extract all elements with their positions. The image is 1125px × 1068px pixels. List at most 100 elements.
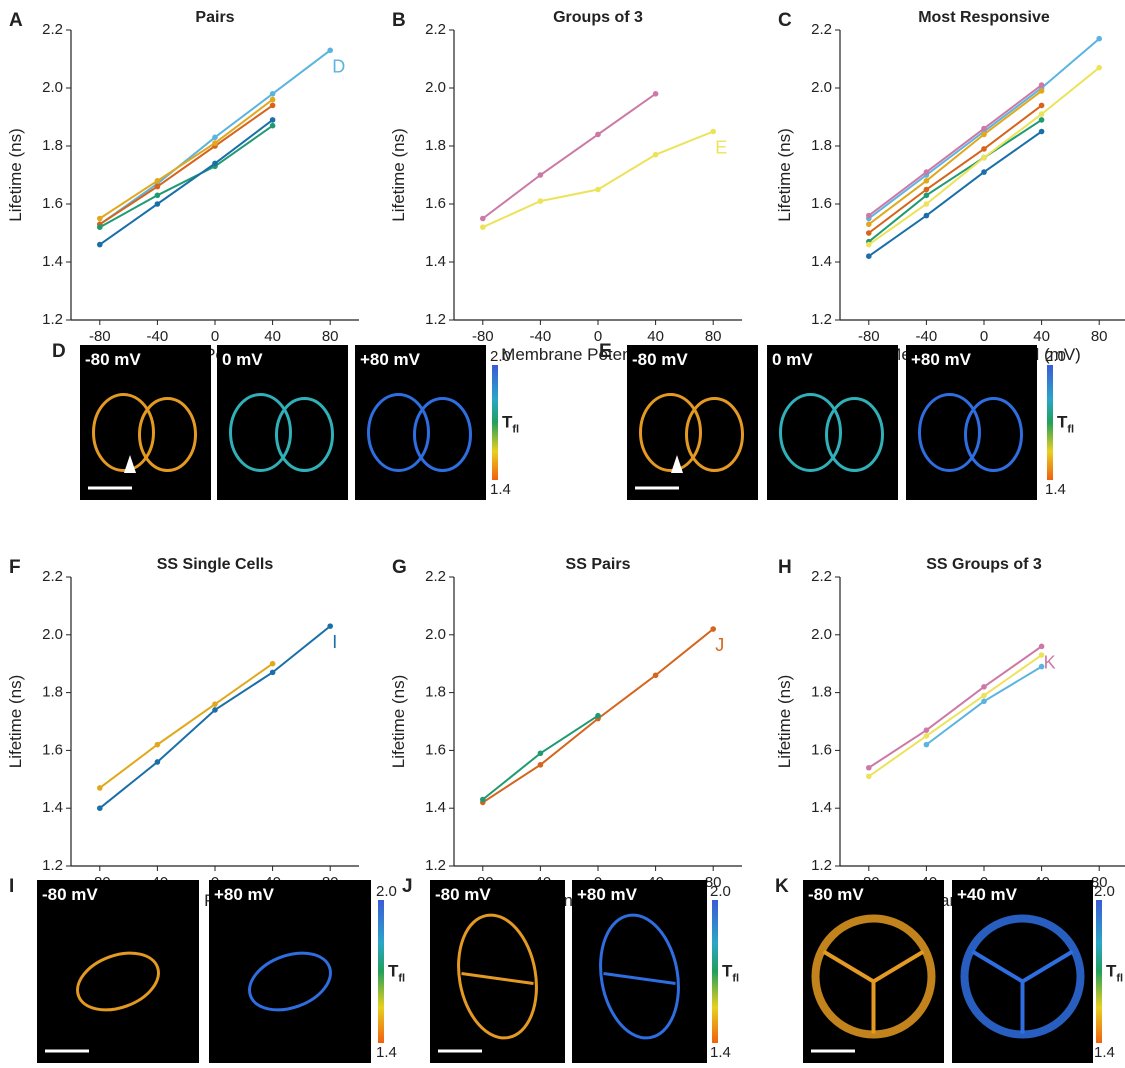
y-tick-label: 1.8 xyxy=(42,684,63,701)
colorbar-tick-label: 2.0 xyxy=(376,883,397,900)
y-tick-label: 1.4 xyxy=(42,253,63,270)
cell-outline xyxy=(639,393,702,472)
series-line xyxy=(99,662,274,789)
x-tick-label: 0 xyxy=(594,328,602,345)
x-tick-label: 80 xyxy=(705,874,722,891)
colorbar xyxy=(1096,900,1102,1043)
annotation: J xyxy=(715,635,724,655)
cell-outline xyxy=(964,397,1023,472)
cell-outline xyxy=(685,397,744,472)
data-point xyxy=(327,47,334,54)
y-tick-label: 1.4 xyxy=(425,253,446,270)
y-tick-label: 1.8 xyxy=(425,137,446,154)
data-point xyxy=(652,151,659,158)
cell-outline xyxy=(413,397,472,472)
chart-title: SS Groups of 3 xyxy=(926,556,1042,573)
image-frame xyxy=(37,880,199,1063)
y-tick-label: 1.6 xyxy=(811,195,832,212)
data-point xyxy=(327,623,334,629)
panel-letter: J xyxy=(402,876,413,897)
colorbar xyxy=(492,365,498,480)
panel-letter: E xyxy=(599,341,612,362)
frame-label: +40 mV xyxy=(957,885,1018,904)
cell-outline xyxy=(138,397,197,472)
chart-title: SS Pairs xyxy=(566,556,631,573)
data-point xyxy=(923,201,930,207)
arrowhead xyxy=(124,455,136,473)
colorbar-label: Tfl xyxy=(502,413,519,436)
image-frame xyxy=(80,345,211,500)
colorbar xyxy=(712,900,718,1043)
data-point xyxy=(269,669,276,676)
chart-title: Groups of 3 xyxy=(553,9,643,26)
x-tick-label: 40 xyxy=(264,328,281,345)
panel-letter: D xyxy=(52,341,66,362)
data-point xyxy=(866,764,872,771)
y-tick-label: 1.6 xyxy=(425,741,446,758)
y-tick-label: 1.6 xyxy=(425,195,446,212)
data-point xyxy=(269,117,276,123)
data-point xyxy=(154,741,161,748)
series-line xyxy=(868,130,1043,258)
chart-title: Pairs xyxy=(195,9,234,26)
y-tick-label: 1.8 xyxy=(425,684,446,701)
panel-letter: H xyxy=(778,557,792,578)
y-tick-label: 2.2 xyxy=(811,568,832,585)
colorbar-tick-label: 1.4 xyxy=(1045,481,1066,498)
series-line xyxy=(99,98,274,220)
y-tick-label: 2.2 xyxy=(42,568,63,585)
image-frame xyxy=(355,345,486,500)
data-point xyxy=(269,102,276,109)
y-axis-label: Lifetime (ns) xyxy=(389,675,408,769)
arrowhead xyxy=(671,455,683,473)
micrograph xyxy=(37,880,199,1063)
panel-letter: C xyxy=(778,10,792,31)
data-point xyxy=(154,183,161,190)
y-tick-label: 2.0 xyxy=(42,79,63,96)
data-point xyxy=(866,212,872,219)
data-point xyxy=(154,759,161,765)
y-tick-label: 1.8 xyxy=(811,684,832,701)
data-point xyxy=(923,186,930,193)
data-point xyxy=(1038,102,1045,109)
colorbar-tick-label: 1.4 xyxy=(710,1044,731,1061)
cell-outline xyxy=(457,913,538,1040)
cell-outline xyxy=(971,949,1074,1034)
colorbar-tick-label: 2.0 xyxy=(1094,883,1115,900)
x-tick-label: -80 xyxy=(858,328,880,345)
frame-label: +80 mV xyxy=(577,885,638,904)
data-point xyxy=(97,241,103,248)
chart-title: Most Responsive xyxy=(918,9,1050,26)
data-point xyxy=(652,672,659,679)
series-line xyxy=(868,84,1043,217)
data-point xyxy=(212,134,218,141)
data-point xyxy=(710,626,716,632)
data-point xyxy=(595,186,601,193)
colorbar-label-sub: fl xyxy=(1116,973,1123,985)
data-point xyxy=(480,215,486,222)
micrograph xyxy=(803,880,944,1063)
data-point xyxy=(923,192,930,199)
image-frame xyxy=(217,345,348,500)
x-tick-label: 80 xyxy=(1091,328,1108,345)
y-tick-label: 1.2 xyxy=(811,857,832,874)
y-axis-label: Lifetime (ns) xyxy=(6,675,25,769)
series-line xyxy=(868,104,1043,234)
x-tick-label: 0 xyxy=(211,328,219,345)
data-point xyxy=(981,125,987,132)
colorbar-tick-label: 1.4 xyxy=(376,1044,397,1061)
colorbar-label: Tfl xyxy=(1057,413,1074,436)
cell-outline xyxy=(229,393,292,472)
y-tick-label: 1.6 xyxy=(42,195,63,212)
y-tick-label: 1.4 xyxy=(811,799,832,816)
micrograph xyxy=(209,880,371,1063)
micrograph xyxy=(906,345,1037,500)
data-point xyxy=(866,241,872,248)
data-point xyxy=(1038,117,1045,123)
panel-letter: B xyxy=(392,10,406,31)
series-line xyxy=(868,119,1043,243)
cell-outline xyxy=(275,397,334,472)
panel-letter: F xyxy=(9,557,21,578)
data-point xyxy=(981,146,987,152)
x-tick-label: -40 xyxy=(916,328,938,345)
